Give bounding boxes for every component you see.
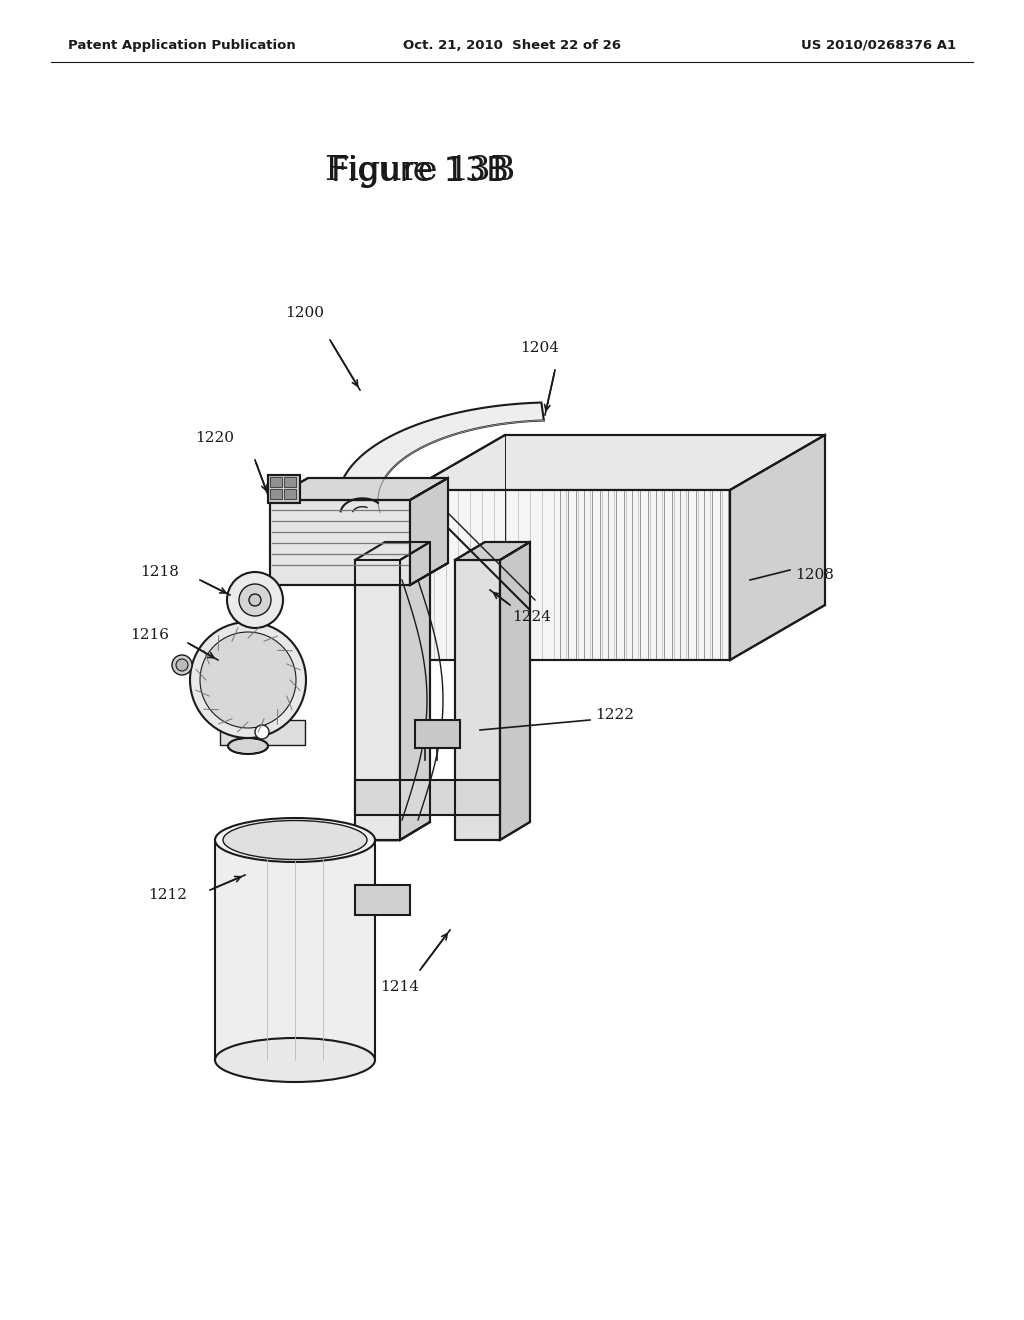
Polygon shape — [284, 477, 296, 487]
Text: 1212: 1212 — [148, 888, 187, 902]
Text: 1216: 1216 — [130, 628, 169, 642]
Polygon shape — [410, 490, 730, 660]
Polygon shape — [268, 475, 300, 503]
Circle shape — [190, 622, 306, 738]
Polygon shape — [355, 884, 410, 915]
Ellipse shape — [215, 1038, 375, 1082]
Circle shape — [255, 725, 269, 739]
Text: 1224: 1224 — [512, 610, 551, 624]
Text: 1204: 1204 — [520, 341, 559, 355]
Polygon shape — [220, 719, 305, 744]
Polygon shape — [284, 488, 296, 499]
Polygon shape — [215, 840, 375, 1060]
Text: Figure 13B: Figure 13B — [331, 154, 509, 187]
Ellipse shape — [228, 738, 268, 754]
Text: Patent Application Publication: Patent Application Publication — [68, 40, 296, 51]
Polygon shape — [415, 719, 460, 748]
Polygon shape — [410, 478, 449, 585]
Text: US 2010/0268376 A1: US 2010/0268376 A1 — [801, 40, 956, 51]
Circle shape — [176, 659, 188, 671]
Ellipse shape — [215, 818, 375, 862]
Polygon shape — [500, 543, 530, 840]
Text: 1208: 1208 — [795, 568, 834, 582]
Text: Figure 13B: Figure 13B — [325, 154, 515, 187]
Ellipse shape — [223, 821, 367, 859]
Polygon shape — [355, 560, 400, 840]
Text: 1222: 1222 — [595, 708, 634, 722]
Text: 1200: 1200 — [285, 306, 324, 319]
Polygon shape — [400, 543, 430, 840]
Polygon shape — [270, 478, 449, 500]
Circle shape — [239, 583, 271, 616]
Polygon shape — [355, 543, 430, 560]
Circle shape — [172, 655, 193, 675]
Polygon shape — [270, 477, 282, 487]
Polygon shape — [455, 560, 500, 840]
Circle shape — [200, 632, 296, 729]
Text: Oct. 21, 2010  Sheet 22 of 26: Oct. 21, 2010 Sheet 22 of 26 — [403, 40, 621, 51]
Polygon shape — [355, 780, 500, 814]
Polygon shape — [338, 403, 544, 515]
Polygon shape — [410, 436, 825, 490]
Polygon shape — [455, 543, 530, 560]
Text: 1214: 1214 — [380, 979, 419, 994]
Polygon shape — [270, 500, 410, 585]
Polygon shape — [730, 436, 825, 660]
Text: 1220: 1220 — [195, 432, 234, 445]
Polygon shape — [270, 488, 282, 499]
Circle shape — [249, 594, 261, 606]
Circle shape — [227, 572, 283, 628]
Text: 1218: 1218 — [140, 565, 179, 579]
